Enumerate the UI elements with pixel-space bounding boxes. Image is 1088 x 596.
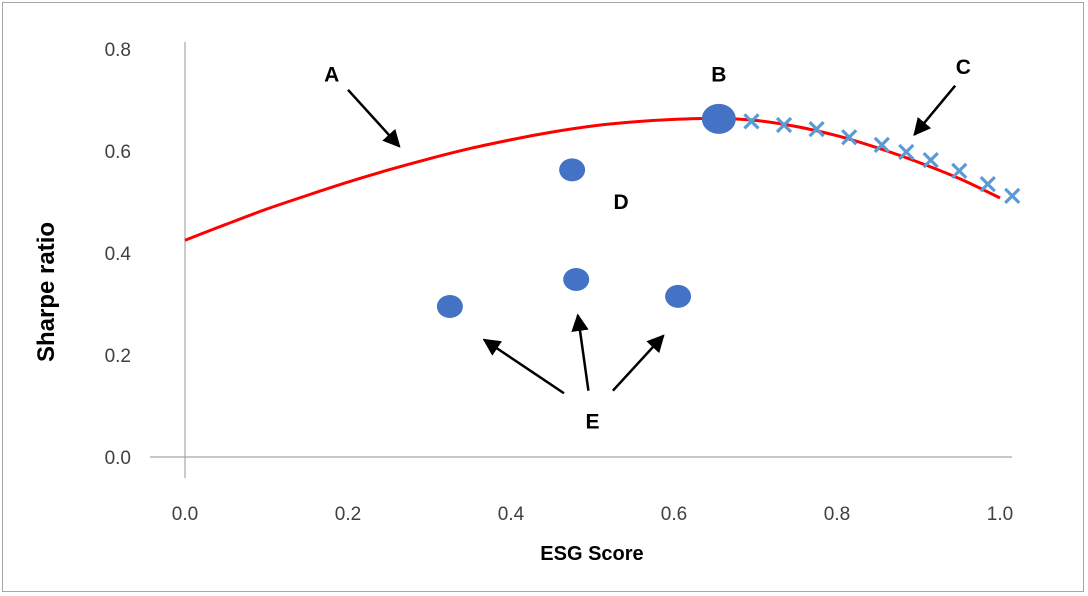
y-tick-label: 0.0 [105, 448, 131, 469]
annotation-label-d: D [613, 191, 628, 214]
annotation-arrow [571, 313, 590, 391]
cross-marker [951, 162, 968, 180]
annotation-label-c: C [956, 56, 971, 79]
cross-marker [775, 116, 793, 134]
cross-marker [1004, 187, 1021, 205]
cross-marker [873, 136, 890, 154]
x-tick-label: 0.4 [498, 504, 525, 525]
annotation-label-b: B [711, 64, 726, 87]
cross-marker [898, 143, 915, 161]
y-tick-label: 0.6 [105, 142, 131, 163]
x-axis-title: ESG Score [540, 543, 643, 565]
annotation-arrow [611, 334, 665, 392]
point-e [563, 268, 590, 292]
annotation-label-a: A [324, 64, 339, 87]
x-tick-label: 0.2 [335, 504, 361, 525]
x-tick-label: 0.6 [661, 504, 687, 525]
x-tick-label: 0.0 [172, 504, 198, 525]
x-tick-label: 0.8 [824, 504, 850, 525]
x-tick-label: 1.0 [987, 504, 1013, 525]
point-e [436, 295, 463, 319]
point-d [559, 158, 586, 182]
y-axis-title: Sharpe ratio [33, 222, 60, 362]
cross-marker [841, 129, 858, 146]
cross-marker [743, 113, 760, 130]
point-b [701, 103, 736, 134]
cross-marker [808, 120, 825, 138]
cross-marker [979, 176, 996, 193]
point-e [665, 284, 692, 308]
y-tick-label: 0.2 [105, 346, 131, 367]
annotation-arrow [913, 84, 957, 137]
sharpe-curve-line [184, 116, 1001, 242]
y-tick-label: 0.4 [105, 244, 132, 265]
annotation-arrow [482, 338, 565, 395]
cross-marker [922, 152, 939, 169]
annotation-label-e: E [585, 410, 599, 433]
y-tick-label: 0.8 [105, 40, 131, 61]
annotation-arrow [347, 88, 401, 148]
